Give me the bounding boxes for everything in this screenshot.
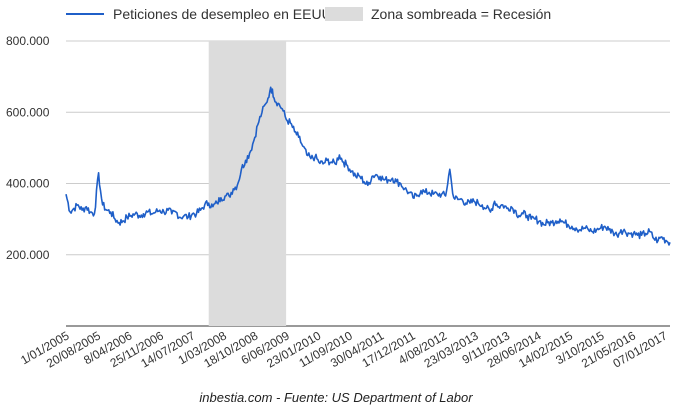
legend: Peticiones de desempleo en EEUU Zona som… (66, 6, 551, 22)
y-tick-label: 600.000 (6, 105, 50, 119)
series-line-layer (65, 86, 671, 246)
recession-shade (208, 41, 287, 326)
recession-shade-layer (208, 41, 287, 326)
y-axis-ticks: 200.000 400.000 600.000 800.000 (6, 34, 50, 262)
y-tick-label: 800.000 (6, 34, 50, 48)
x-axis-ticks: 1/01/200520/08/20058/04/200625/11/200614… (18, 328, 670, 370)
legend-label-recession: Zona sombreada = Recesión (371, 6, 551, 22)
y-tick-label: 200.000 (6, 248, 50, 262)
source-caption: inbestia.com - Fuente: US Department of … (199, 390, 473, 405)
legend-label-series: Peticiones de desempleo en EEUU (113, 6, 332, 22)
legend-recession-swatch (325, 7, 363, 21)
series-line-claims (65, 86, 671, 246)
y-tick-label: 400.000 (6, 177, 50, 191)
